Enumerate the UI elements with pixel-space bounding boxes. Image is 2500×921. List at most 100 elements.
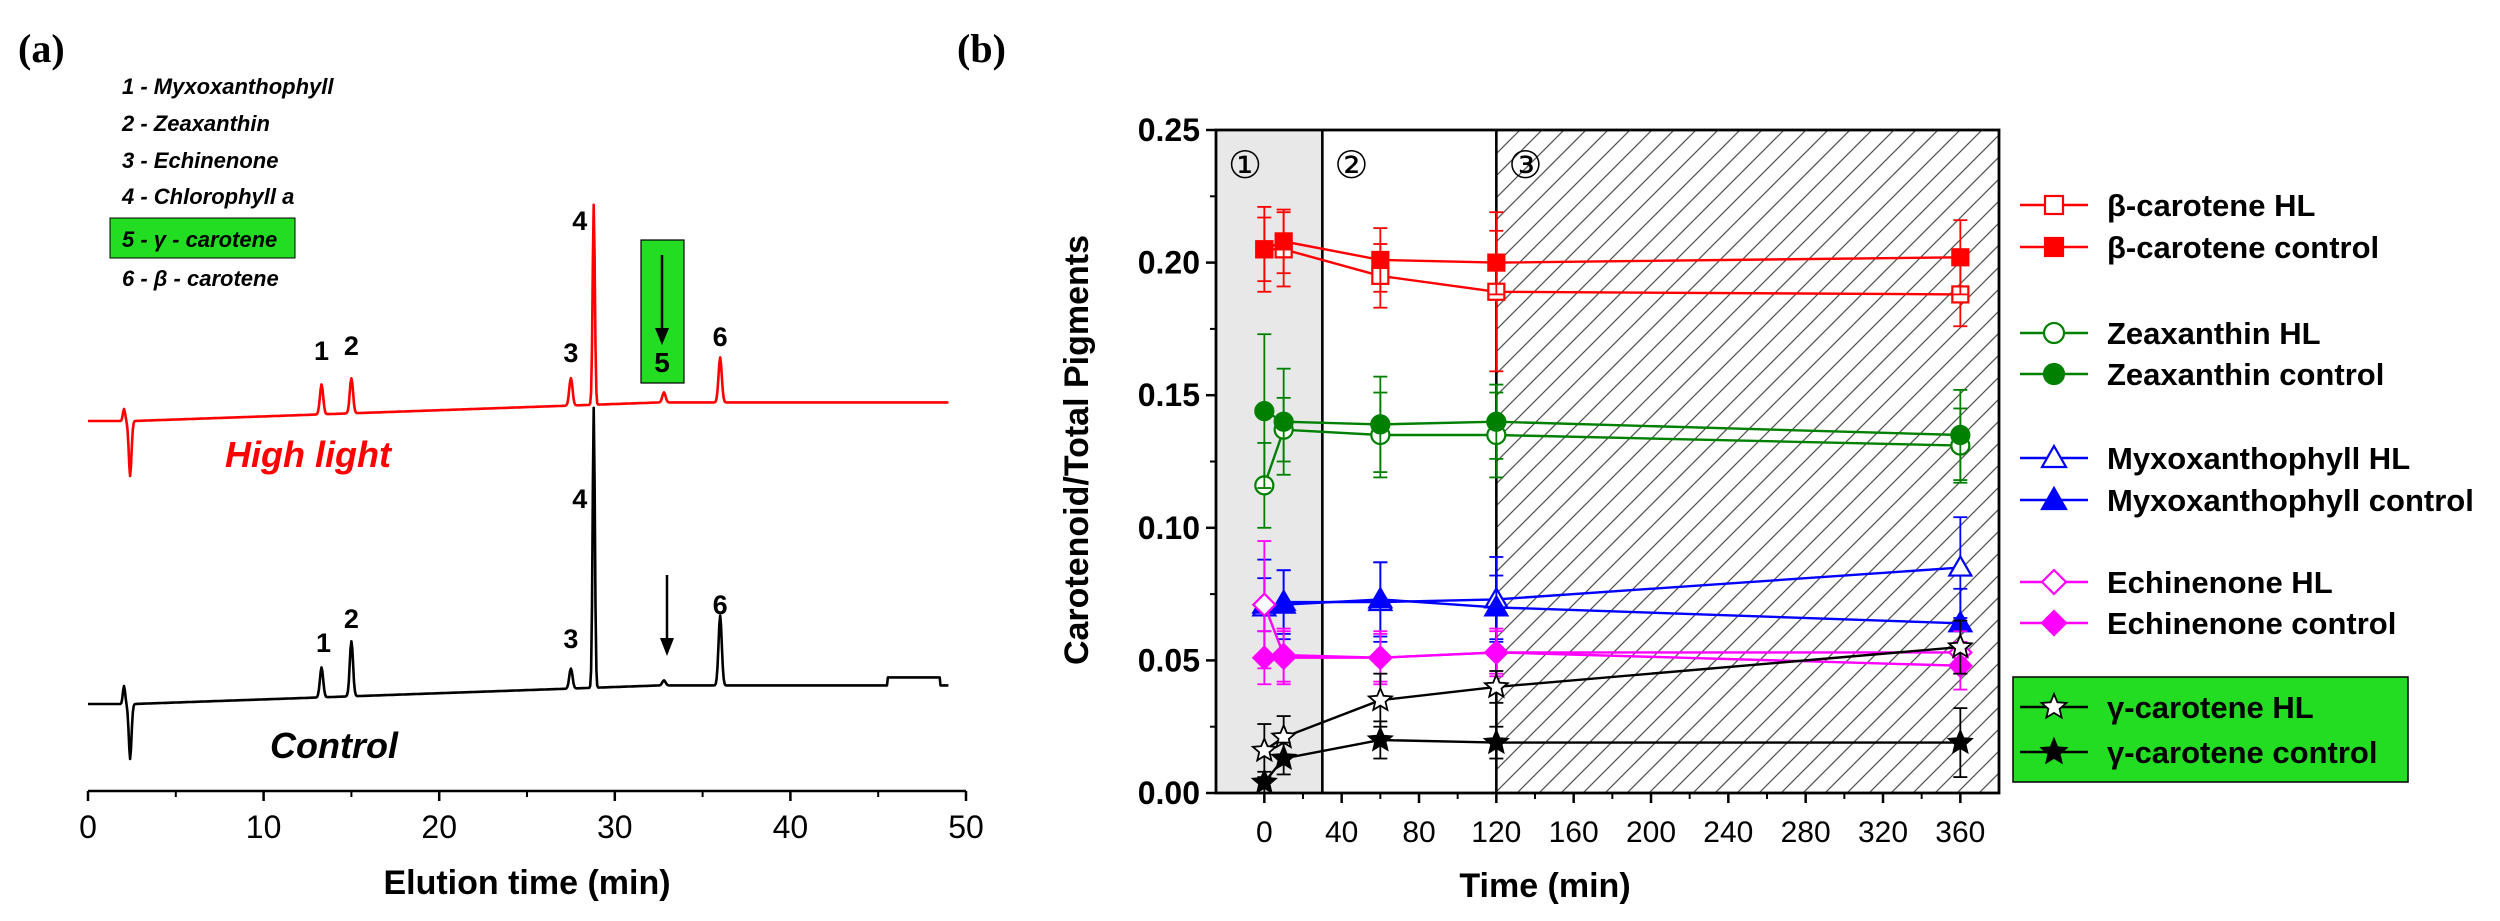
marker-star bbox=[2039, 736, 2069, 765]
peak-5-label: 5 bbox=[654, 347, 670, 378]
peak-legend-item: 3 - Echinenone bbox=[122, 148, 278, 173]
peak-label: 3 bbox=[563, 624, 578, 654]
peak-label: 3 bbox=[563, 338, 578, 368]
panel-b: (b) ① ② ③ 0 40 80 120 160 200 240 280 320 360 0.00 0.… bbox=[957, 26, 2474, 905]
y-tick-label-b: 0.05 bbox=[1138, 642, 1200, 678]
legend-item: Zeaxanthin control bbox=[2020, 357, 2384, 392]
control-trace-label: Control bbox=[270, 725, 399, 766]
legend-item: Echinenone HL bbox=[2020, 565, 2333, 600]
peak-label: 2 bbox=[344, 604, 359, 634]
legend-label: γ-carotene control bbox=[2107, 735, 2377, 770]
peak-legend-item: 6 - β - carotene bbox=[122, 266, 279, 291]
marker-diamond bbox=[2040, 609, 2068, 637]
marker-triangle bbox=[2040, 443, 2068, 469]
marker-square bbox=[2043, 194, 2065, 216]
series-1 bbox=[1255, 206, 1970, 296]
legend-label: Zeaxanthin HL bbox=[2107, 316, 2321, 351]
marker-diamond bbox=[2040, 568, 2068, 596]
marker-star bbox=[1482, 672, 1510, 699]
legend-item: Echinenone control bbox=[2020, 606, 2396, 641]
x-tick-label-b: 200 bbox=[1626, 816, 1676, 849]
marker-star bbox=[1250, 768, 1278, 795]
marker-star bbox=[1366, 725, 1394, 752]
x-tick-label-a: 20 bbox=[421, 809, 457, 845]
marker-star bbox=[1366, 685, 1394, 712]
marker-triangle bbox=[1483, 594, 1510, 617]
marker-star bbox=[1482, 728, 1510, 755]
zone-label: ③ bbox=[1508, 145, 1542, 187]
x-tick-label-a: 10 bbox=[246, 809, 282, 845]
marker-square bbox=[1274, 232, 1293, 251]
y-tick-label-b: 0.20 bbox=[1138, 245, 1200, 281]
marker-diamond bbox=[1251, 645, 1277, 671]
legend-label: Zeaxanthin control bbox=[2107, 357, 2384, 392]
series-7 bbox=[1251, 627, 1973, 691]
peak-legend-item: 2 - Zeaxanthin bbox=[121, 111, 270, 136]
x-axis-title-b: Time (min) bbox=[1459, 867, 1630, 905]
peak-label: 1 bbox=[316, 628, 331, 658]
x-ticks-a: 0 10 20 30 40 50 bbox=[79, 791, 984, 845]
x-tick-label-b: 0 bbox=[1256, 816, 1273, 849]
legend-label: Echinenone HL bbox=[2107, 565, 2333, 600]
zone-3-hatching bbox=[1496, 130, 1999, 793]
marker-diamond bbox=[1483, 639, 1509, 665]
panel-a-label: (a) bbox=[18, 26, 65, 71]
x-tick-label-a: 40 bbox=[773, 809, 809, 845]
legend-item: β-carotene control bbox=[2020, 230, 2379, 265]
gamma-carotene-highlight bbox=[109, 217, 296, 259]
marker-diamond bbox=[1271, 645, 1297, 671]
series-9 bbox=[1250, 707, 1974, 795]
marker-circle bbox=[1254, 401, 1275, 422]
marker-star bbox=[1946, 728, 1974, 755]
x-tick-label-b: 120 bbox=[1471, 816, 1521, 849]
marker-square bbox=[1255, 240, 1274, 259]
legend-item: β-carotene HL bbox=[2020, 188, 2315, 223]
legend-label: β-carotene HL bbox=[2107, 188, 2315, 223]
marker-square bbox=[1371, 250, 1390, 270]
x-tick-label-a: 50 bbox=[948, 809, 984, 845]
peak-label: 1 bbox=[314, 336, 329, 366]
marker-square bbox=[1487, 253, 1506, 272]
high-light-trace-label: High light bbox=[225, 434, 393, 475]
marker-star bbox=[1270, 744, 1298, 771]
x-tick-label-b: 280 bbox=[1781, 816, 1831, 849]
x-tick-label-b: 240 bbox=[1703, 816, 1753, 849]
marker-triangle bbox=[1947, 554, 1974, 577]
series-3 bbox=[1254, 333, 1971, 489]
x-tick-label-b: 160 bbox=[1549, 816, 1599, 849]
peak-label: 4 bbox=[572, 206, 587, 236]
x-tick-label-a: 0 bbox=[79, 809, 97, 845]
legend-highlight-box bbox=[2012, 676, 2409, 783]
legend-label: Myxoxanthophyll HL bbox=[2107, 441, 2410, 476]
peak-label: 4 bbox=[572, 484, 587, 514]
x-tick-label-b: 360 bbox=[1935, 816, 1985, 849]
peak-label: 6 bbox=[713, 322, 728, 352]
marker-square bbox=[1951, 248, 1970, 267]
legend-label: γ-carotene HL bbox=[2107, 690, 2314, 725]
y-tick-label-b: 0.15 bbox=[1138, 377, 1200, 413]
marker-triangle bbox=[1270, 591, 1297, 614]
y-axis-title-b: Carotenoid/Total Pigments bbox=[1058, 235, 1096, 665]
peak-5-arrowhead bbox=[655, 328, 669, 345]
marker-triangle bbox=[2040, 485, 2068, 511]
y-tick-label-b: 0.10 bbox=[1138, 510, 1200, 546]
x-tick-label-a: 30 bbox=[597, 809, 633, 845]
marker-circle bbox=[1486, 411, 1507, 432]
marker-circle bbox=[1273, 411, 1294, 432]
legend-label: β-carotene control bbox=[2107, 230, 2379, 265]
marker-triangle bbox=[1367, 586, 1394, 609]
marker-circle bbox=[2042, 321, 2066, 345]
high-light-trace bbox=[87, 203, 949, 478]
x-tick-label-b: 40 bbox=[1325, 816, 1358, 849]
peak-label: 2 bbox=[344, 331, 359, 361]
marker-diamond bbox=[1367, 645, 1393, 671]
y-tick-label-b: 0.00 bbox=[1138, 775, 1200, 811]
y-tick-label-b: 0.25 bbox=[1138, 112, 1200, 148]
legend-item: Myxoxanthophyll control bbox=[2020, 483, 2474, 518]
zone-labels: ① ② ③ bbox=[1228, 145, 1542, 187]
marker-star bbox=[1946, 632, 1974, 659]
marker-star bbox=[1250, 736, 1278, 763]
peak-legend-item: 5 - γ - carotene bbox=[122, 227, 277, 252]
